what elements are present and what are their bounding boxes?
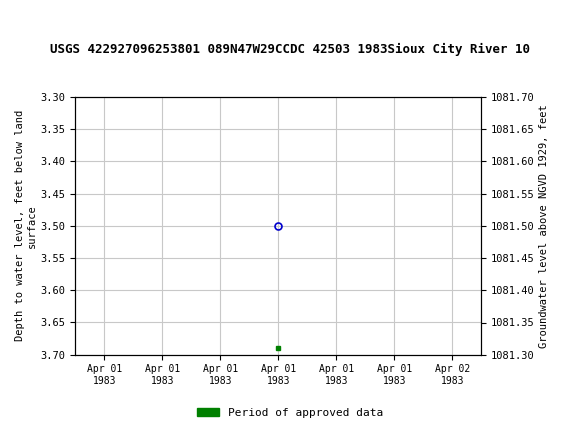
Text: USGS 422927096253801 089N47W29CCDC 42503 1983Sioux City River 10: USGS 422927096253801 089N47W29CCDC 42503…: [50, 43, 530, 56]
Y-axis label: Depth to water level, feet below land
surface: Depth to water level, feet below land su…: [15, 110, 37, 341]
Text: USGS: USGS: [75, 12, 130, 29]
Legend: Period of approved data: Period of approved data: [193, 403, 387, 422]
Y-axis label: Groundwater level above NGVD 1929, feet: Groundwater level above NGVD 1929, feet: [539, 104, 549, 347]
